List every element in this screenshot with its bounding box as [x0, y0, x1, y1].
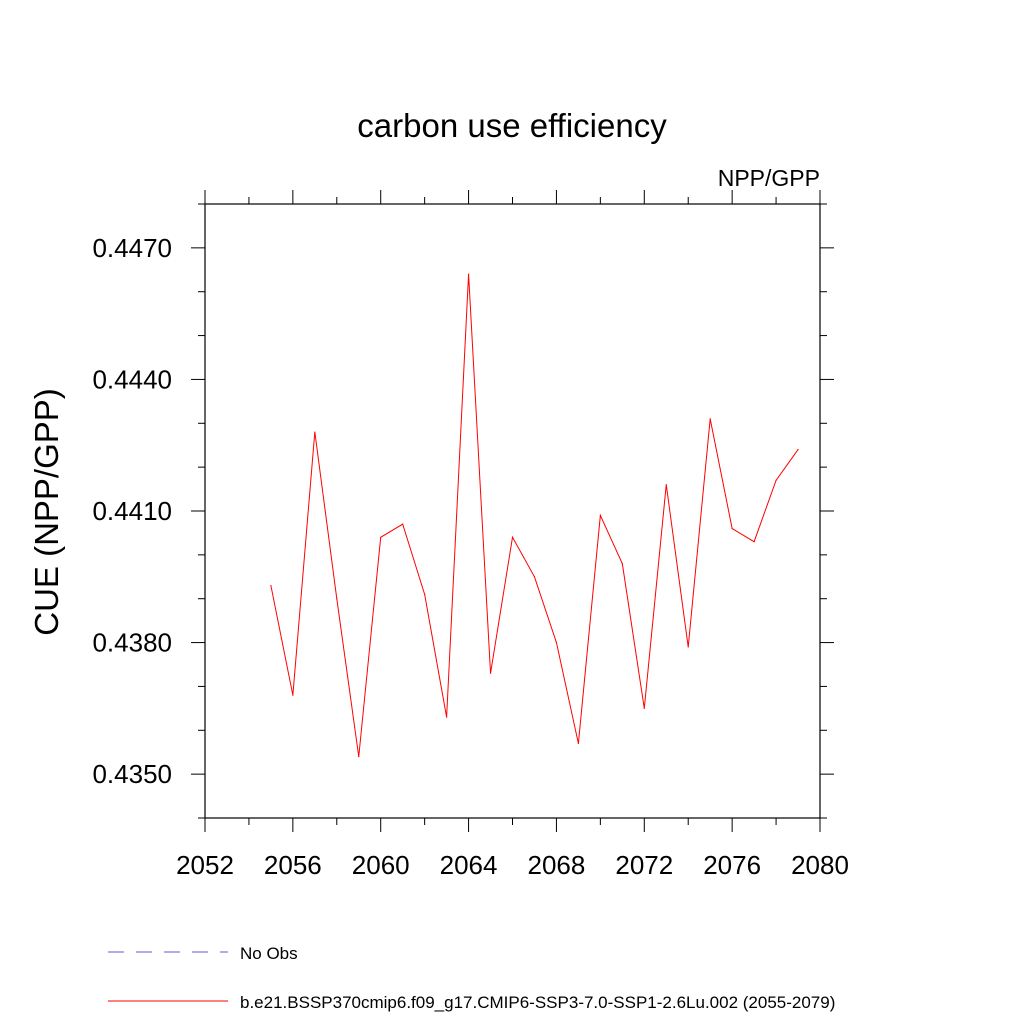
x-tick-label: 2056: [264, 850, 322, 880]
legend: No Obs b.e21.BSSP370cmip6.f09_g17.CMIP6-…: [108, 944, 835, 1012]
series-layer: [270, 273, 799, 758]
y-tick-labels: 0.4350 0.4380 0.4410 0.4440 0.4470: [92, 233, 172, 789]
axis-ticks: [191, 190, 834, 832]
x-tick-label: 2052: [176, 850, 234, 880]
series-line: [270, 274, 799, 757]
data-point: [292, 694, 294, 696]
y-tick-label: 0.4440: [92, 364, 172, 394]
x-tick-labels: 2052 2056 2060 2064 2068 2072 2076 2080: [176, 850, 849, 880]
data-point: [665, 484, 667, 486]
data-point: [687, 646, 689, 648]
y-tick-label: 0.4380: [92, 628, 172, 658]
data-point: [511, 536, 514, 538]
x-tick-label: 2072: [615, 850, 673, 880]
y-axis-label: CUE (NPP/GPP): [28, 388, 65, 636]
x-tick-label: 2068: [528, 850, 586, 880]
data-point: [533, 576, 536, 578]
data-point: [555, 641, 558, 644]
x-tick-label: 2060: [352, 850, 410, 880]
data-point: [314, 431, 316, 433]
x-tick-label: 2064: [440, 850, 498, 880]
data-point: [358, 756, 360, 758]
data-point: [424, 593, 426, 595]
data-point: [380, 536, 382, 538]
data-point: [336, 598, 338, 600]
data-point: [467, 273, 470, 275]
data-point: [270, 584, 272, 587]
y-tick-label: 0.4470: [92, 233, 172, 263]
data-point: [797, 449, 799, 451]
data-point: [709, 418, 711, 420]
plot-frame: [204, 203, 821, 819]
data-point: [753, 541, 755, 543]
data-point: [643, 707, 645, 709]
data-point: [446, 716, 448, 718]
x-tick-label: 2080: [791, 850, 849, 880]
data-point: [577, 742, 579, 745]
data-point: [775, 479, 777, 481]
chart-subtitle: NPP/GPP: [718, 165, 820, 191]
data-point: [731, 527, 733, 530]
data-point: [621, 563, 623, 565]
y-tick-label: 0.4350: [92, 759, 172, 789]
data-point: [489, 672, 492, 674]
data-point: [402, 523, 404, 525]
x-tick-label: 2076: [703, 850, 761, 880]
y-tick-label: 0.4410: [92, 496, 172, 526]
data-point: [599, 514, 601, 516]
chart-title: carbon use efficiency: [357, 107, 667, 144]
legend-label-no-obs: No Obs: [240, 944, 298, 963]
legend-label-model-run: b.e21.BSSP370cmip6.f09_g17.CMIP6-SSP3-7.…: [240, 993, 835, 1012]
